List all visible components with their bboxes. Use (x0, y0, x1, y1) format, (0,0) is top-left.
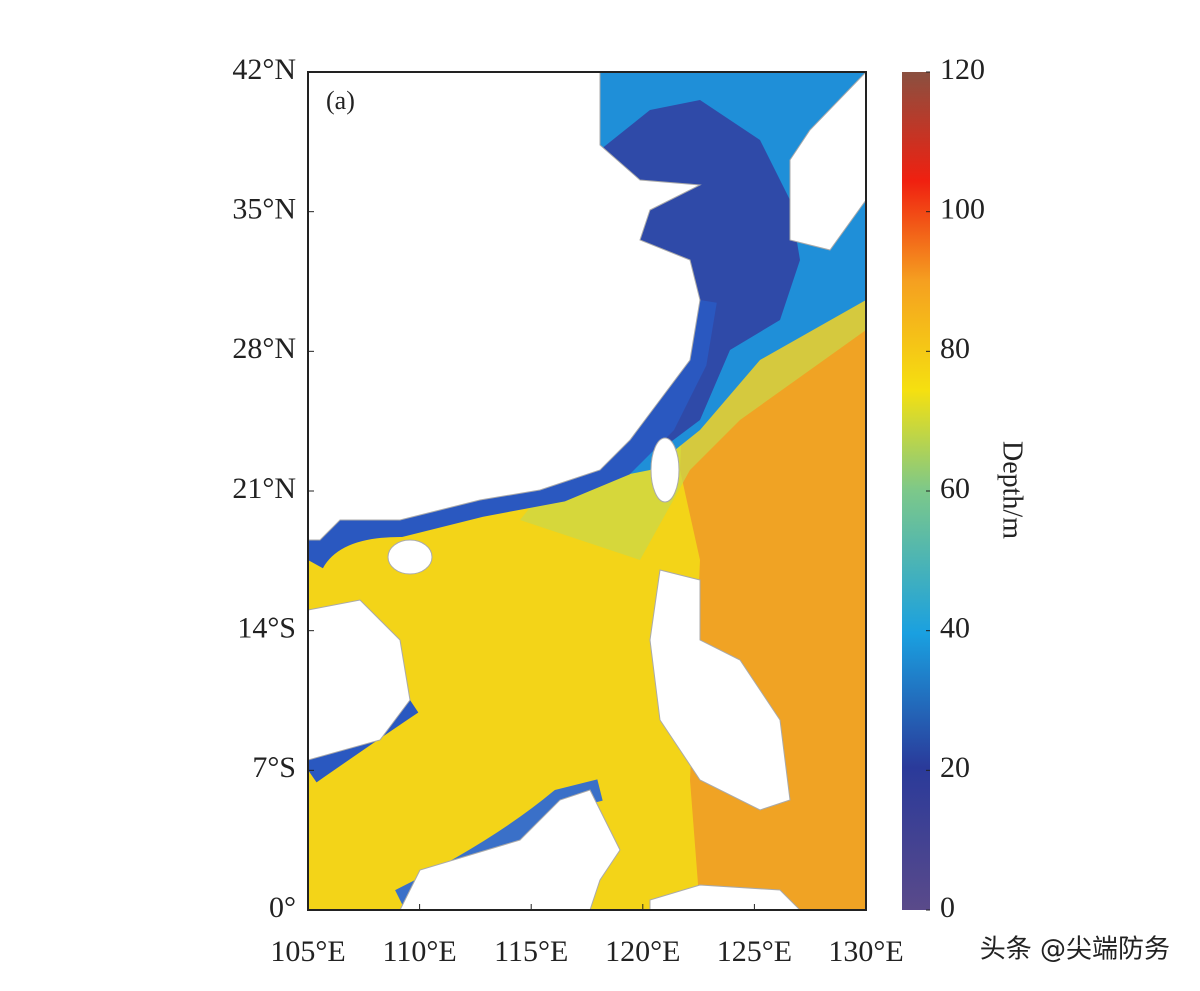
colorbar-tick-label: 0 (940, 891, 955, 924)
colorbar-tick-label: 60 (940, 472, 970, 505)
watermark: 头条 @尖端防务 (980, 935, 1170, 965)
panel-label: (a) (326, 86, 355, 115)
x-tick-label: 115°E (494, 935, 568, 968)
colorbar-tick-label: 40 (940, 612, 970, 645)
x-tick-label: 105°E (270, 935, 345, 968)
x-tick-label: 110°E (382, 935, 456, 968)
x-tick-label: 125°E (717, 935, 792, 968)
colorbar-tick-label: 120 (940, 53, 985, 86)
colorbar (902, 72, 930, 910)
colorbar-tick-label: 20 (940, 751, 970, 784)
x-tick-label: 120°E (605, 935, 680, 968)
colorbar-tick-label: 80 (940, 332, 970, 365)
y-tick-label: 21°N (232, 472, 296, 505)
y-tick-label: 14°S (237, 612, 296, 645)
colorbar-tick-label: 100 (940, 193, 985, 226)
y-tick-label: 35°N (232, 193, 296, 226)
map-image (308, 72, 866, 910)
x-tick-label: 130°E (828, 935, 903, 968)
y-tick-label: 0° (269, 891, 296, 924)
y-tick-label: 42°N (232, 53, 296, 86)
y-tick-label: 28°N (232, 332, 296, 365)
colorbar-label: Depth/m (997, 441, 1028, 539)
y-tick-label: 7°S (252, 751, 296, 784)
